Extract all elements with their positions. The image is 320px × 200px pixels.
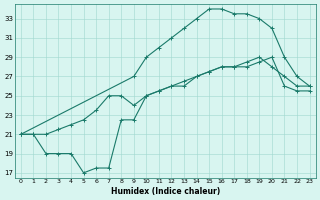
X-axis label: Humidex (Indice chaleur): Humidex (Indice chaleur) <box>111 187 220 196</box>
